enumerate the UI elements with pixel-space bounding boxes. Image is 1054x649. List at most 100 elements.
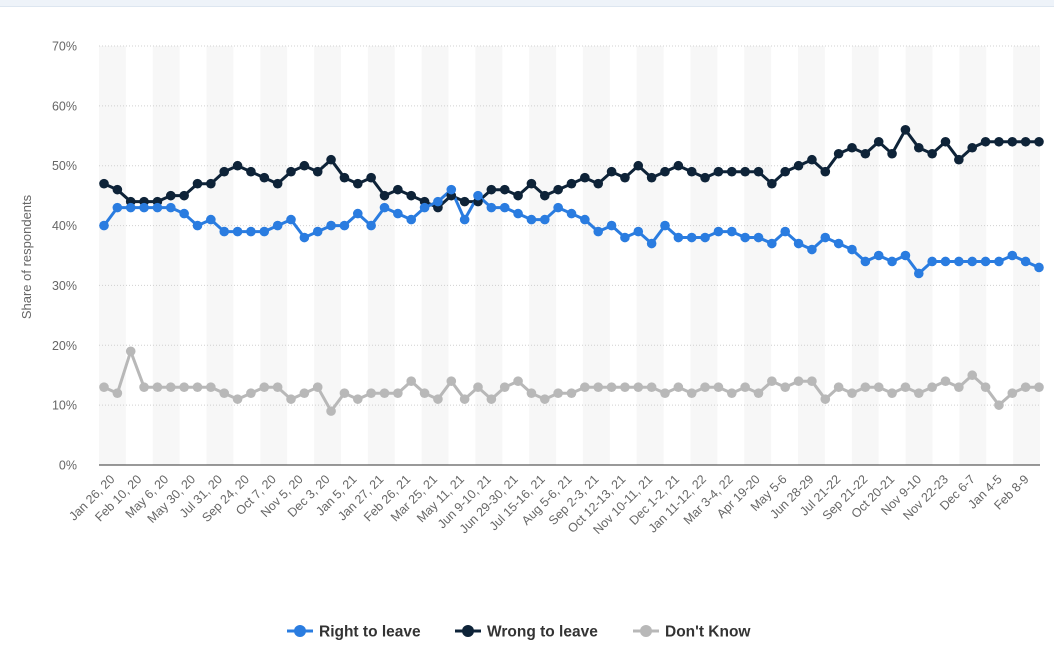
data-point[interactable] [1020, 256, 1031, 267]
data-point[interactable] [913, 268, 924, 279]
data-point[interactable] [272, 382, 283, 392]
data-point[interactable] [152, 382, 163, 392]
data-point[interactable] [312, 382, 323, 392]
data-point[interactable] [499, 184, 510, 195]
data-point[interactable] [526, 388, 537, 398]
data-point[interactable] [646, 238, 657, 249]
data-point[interactable] [807, 376, 817, 387]
data-point[interactable] [646, 172, 657, 183]
data-point[interactable] [459, 214, 470, 225]
data-point[interactable] [393, 388, 403, 398]
data-point[interactable] [713, 166, 724, 177]
data-point[interactable] [246, 388, 256, 398]
data-point[interactable] [125, 346, 136, 357]
data-point[interactable] [780, 382, 791, 392]
data-point[interactable] [486, 202, 497, 213]
data-point[interactable] [780, 226, 791, 237]
data-point[interactable] [286, 394, 296, 404]
data-point[interactable] [847, 142, 857, 153]
data-point[interactable] [820, 394, 831, 404]
data-point[interactable] [513, 208, 523, 219]
data-point[interactable] [954, 256, 964, 267]
data-point[interactable] [807, 244, 817, 255]
data-point[interactable] [580, 382, 590, 392]
data-point[interactable] [566, 388, 577, 398]
data-point[interactable] [499, 202, 510, 213]
data-point[interactable] [740, 382, 750, 392]
data-point[interactable] [767, 178, 777, 189]
data-point[interactable] [419, 202, 430, 213]
data-point[interactable] [740, 232, 750, 243]
data-point[interactable] [1034, 136, 1044, 147]
data-point[interactable] [1007, 136, 1018, 147]
data-point[interactable] [873, 250, 884, 261]
data-point[interactable] [793, 238, 804, 249]
data-point[interactable] [580, 172, 590, 183]
data-point[interactable] [606, 166, 617, 177]
data-point[interactable] [139, 202, 149, 213]
data-point[interactable] [419, 388, 430, 398]
data-point[interactable] [833, 238, 844, 249]
data-point[interactable] [352, 178, 363, 189]
data-point[interactable] [259, 226, 270, 237]
data-point[interactable] [1007, 250, 1018, 261]
data-point[interactable] [513, 190, 523, 201]
data-point[interactable] [539, 190, 550, 201]
data-point[interactable] [887, 148, 897, 159]
data-point[interactable] [339, 388, 350, 398]
data-point[interactable] [753, 166, 764, 177]
data-point[interactable] [767, 238, 777, 249]
data-point[interactable] [459, 394, 470, 404]
data-point[interactable] [272, 178, 283, 189]
data-point[interactable] [660, 388, 670, 398]
data-point[interactable] [753, 232, 764, 243]
data-point[interactable] [246, 166, 256, 177]
data-point[interactable] [219, 166, 230, 177]
data-point[interactable] [740, 166, 750, 177]
data-point[interactable] [887, 256, 897, 267]
data-point[interactable] [686, 232, 697, 243]
data-point[interactable] [900, 125, 911, 135]
data-point[interactable] [940, 256, 951, 267]
data-point[interactable] [686, 166, 697, 177]
data-point[interactable] [366, 220, 376, 231]
data-point[interactable] [165, 190, 176, 201]
data-point[interactable] [192, 382, 203, 392]
legend-item[interactable]: Don't Know [633, 624, 751, 641]
data-point[interactable] [660, 166, 670, 177]
data-point[interactable] [446, 184, 457, 195]
data-point[interactable] [1034, 262, 1044, 273]
data-point[interactable] [620, 382, 630, 392]
data-point[interactable] [700, 232, 710, 243]
data-point[interactable] [232, 226, 243, 237]
data-point[interactable] [593, 178, 604, 189]
data-point[interactable] [873, 382, 884, 392]
data-point[interactable] [967, 370, 978, 381]
data-point[interactable] [286, 214, 296, 225]
data-point[interactable] [726, 388, 737, 398]
data-point[interactable] [433, 394, 443, 404]
data-point[interactable] [299, 160, 310, 171]
data-point[interactable] [580, 214, 590, 225]
data-point[interactable] [633, 160, 644, 171]
data-point[interactable] [206, 214, 216, 225]
data-point[interactable] [99, 178, 109, 189]
data-point[interactable] [566, 178, 577, 189]
data-point[interactable] [406, 190, 417, 201]
legend-item[interactable]: Right to leave [287, 624, 421, 641]
data-point[interactable] [967, 256, 978, 267]
data-point[interactable] [446, 376, 457, 387]
data-point[interactable] [646, 382, 657, 392]
data-point[interactable] [312, 166, 323, 177]
data-point[interactable] [606, 220, 617, 231]
data-point[interactable] [112, 388, 123, 398]
data-point[interactable] [192, 178, 203, 189]
data-point[interactable] [633, 226, 644, 237]
data-point[interactable] [206, 178, 216, 189]
data-point[interactable] [206, 382, 216, 392]
data-point[interactable] [967, 142, 978, 153]
data-point[interactable] [339, 172, 350, 183]
data-point[interactable] [259, 382, 270, 392]
data-point[interactable] [165, 202, 176, 213]
data-point[interactable] [553, 202, 563, 213]
